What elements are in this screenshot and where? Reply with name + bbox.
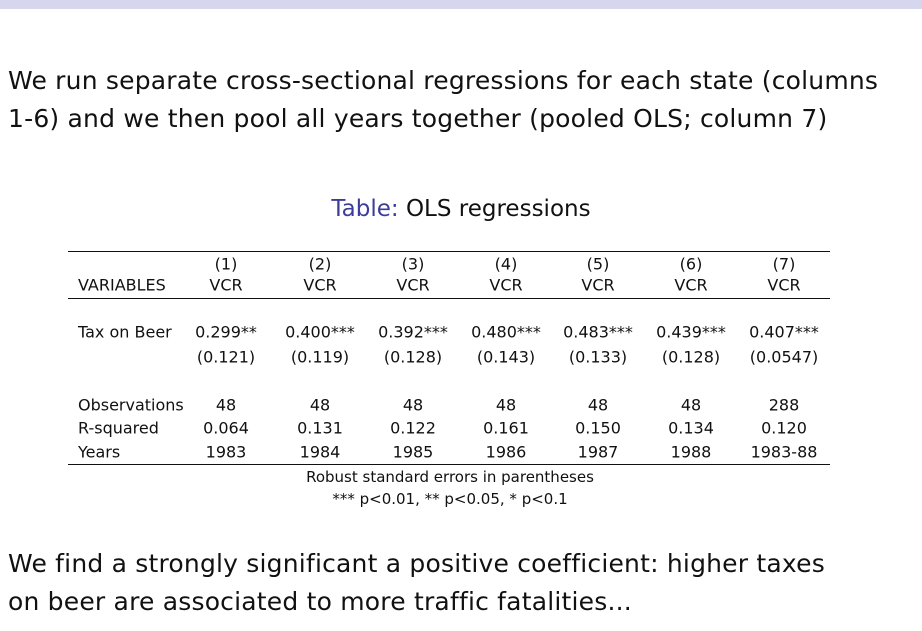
intro-line-1: We run separate cross-sectional regressi… xyxy=(8,66,879,95)
table-cell: 1985 xyxy=(392,442,434,462)
table-cell: 0.161 xyxy=(483,418,529,438)
table-cell: 0.483*** xyxy=(563,322,633,342)
table-cell: 0.392*** xyxy=(378,322,448,342)
column-number: (3) xyxy=(401,254,425,274)
table-cell: 0.131 xyxy=(297,418,343,438)
table-caption: Table: OLS regressions xyxy=(0,196,922,222)
table-cell: 0.480*** xyxy=(471,322,541,342)
table-cell: 0.150 xyxy=(575,418,621,438)
variables-header: VARIABLES xyxy=(78,275,166,295)
table-cell: 48 xyxy=(680,395,702,415)
column-dependent-variable: VCR xyxy=(303,275,337,295)
column-number: (7) xyxy=(772,254,796,274)
table-cell: 48 xyxy=(402,395,424,415)
intro-line-2: 1-6) and we then pool all years together… xyxy=(8,104,828,133)
table-cell: 0.439*** xyxy=(656,322,726,342)
table-cell: 48 xyxy=(587,395,609,415)
conclusion-line-2: on beer are associated to more traffic f… xyxy=(8,587,632,616)
column-number: (4) xyxy=(494,254,518,274)
table-cell: (0.128) xyxy=(661,347,721,367)
caption-text: OLS regressions xyxy=(398,196,591,222)
table-cell: 1988 xyxy=(670,442,712,462)
row-label: Years xyxy=(78,442,121,462)
table-cell: 0.064 xyxy=(203,418,249,438)
table-cell: (0.119) xyxy=(290,347,350,367)
table-cell: (0.128) xyxy=(383,347,443,367)
column-dependent-variable: VCR xyxy=(581,275,615,295)
table-cell: (0.0547) xyxy=(749,347,819,367)
table-note-1: Robust standard errors in parentheses xyxy=(306,468,594,486)
top-rule xyxy=(68,251,830,252)
column-number: (2) xyxy=(308,254,332,274)
column-number: (5) xyxy=(586,254,610,274)
column-dependent-variable: VCR xyxy=(209,275,243,295)
table-cell: 0.134 xyxy=(668,418,714,438)
table-cell: 0.400*** xyxy=(285,322,355,342)
table-note-2: *** p<0.01, ** p<0.05, * p<0.1 xyxy=(332,490,568,508)
bottom-rule xyxy=(68,464,830,465)
column-number: (1) xyxy=(214,254,238,274)
column-dependent-variable: VCR xyxy=(489,275,523,295)
table-cell: 48 xyxy=(495,395,517,415)
table-cell: 48 xyxy=(309,395,331,415)
table-cell: (0.143) xyxy=(476,347,536,367)
table-cell: 0.120 xyxy=(761,418,807,438)
caption-label: Table: xyxy=(331,196,399,222)
table-cell: 1986 xyxy=(485,442,527,462)
header-bar xyxy=(0,0,922,9)
table-cell: 48 xyxy=(215,395,237,415)
table-cell: (0.121) xyxy=(196,347,256,367)
table-cell: 0.299** xyxy=(195,322,257,342)
conclusion-line-1: We find a strongly significant a positiv… xyxy=(8,549,825,578)
table-cell: 1987 xyxy=(577,442,619,462)
row-label: Tax on Beer xyxy=(78,322,172,342)
header-rule xyxy=(68,298,830,299)
conclusion-paragraph: We find a strongly significant a positiv… xyxy=(8,545,825,621)
table-cell: 0.407*** xyxy=(749,322,819,342)
column-dependent-variable: VCR xyxy=(396,275,430,295)
table-cell: 1983 xyxy=(205,442,247,462)
table-cell: 1984 xyxy=(299,442,341,462)
table-cell: 288 xyxy=(768,395,800,415)
table-cell: (0.133) xyxy=(568,347,628,367)
row-label: R-squared xyxy=(78,418,159,438)
table-cell: 1983-88 xyxy=(750,442,818,462)
column-dependent-variable: VCR xyxy=(767,275,801,295)
column-number: (6) xyxy=(679,254,703,274)
intro-paragraph: We run separate cross-sectional regressi… xyxy=(8,62,878,138)
column-dependent-variable: VCR xyxy=(674,275,708,295)
row-label: Observations xyxy=(78,395,184,415)
table-cell: 0.122 xyxy=(390,418,436,438)
